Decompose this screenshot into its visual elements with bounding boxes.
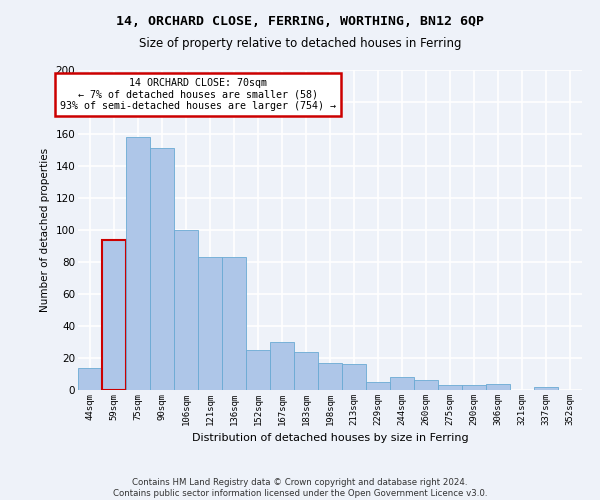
Bar [318,363,342,390]
Bar [486,384,510,390]
Bar [342,364,366,390]
Bar [390,377,414,390]
Bar [198,257,222,390]
Bar [222,257,246,390]
Bar [366,382,390,390]
Bar [78,368,102,390]
Bar [534,387,558,390]
Bar [246,350,270,390]
Text: 14 ORCHARD CLOSE: 70sqm
← 7% of detached houses are smaller (58)
93% of semi-det: 14 ORCHARD CLOSE: 70sqm ← 7% of detached… [60,78,336,111]
Text: 14, ORCHARD CLOSE, FERRING, WORTHING, BN12 6QP: 14, ORCHARD CLOSE, FERRING, WORTHING, BN… [116,15,484,28]
Bar [174,230,198,390]
Y-axis label: Number of detached properties: Number of detached properties [40,148,50,312]
Bar [102,240,126,390]
Bar [414,380,438,390]
Bar [438,385,462,390]
Bar [294,352,318,390]
Bar [150,148,174,390]
Text: Size of property relative to detached houses in Ferring: Size of property relative to detached ho… [139,38,461,51]
Bar [462,385,486,390]
Bar [126,137,150,390]
Text: Contains HM Land Registry data © Crown copyright and database right 2024.
Contai: Contains HM Land Registry data © Crown c… [113,478,487,498]
X-axis label: Distribution of detached houses by size in Ferring: Distribution of detached houses by size … [191,434,469,444]
Bar [270,342,294,390]
